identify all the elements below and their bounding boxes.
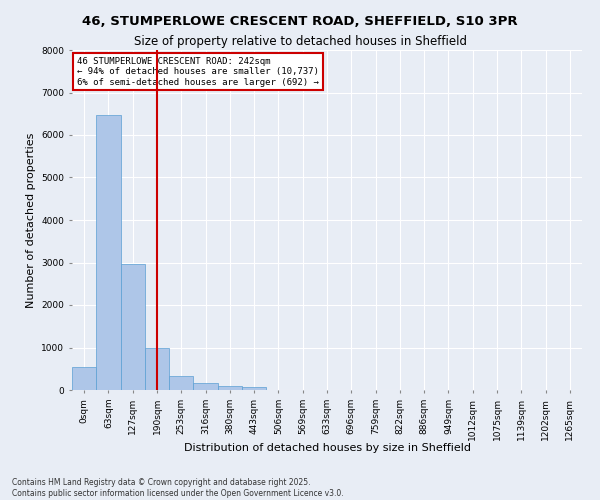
X-axis label: Distribution of detached houses by size in Sheffield: Distribution of detached houses by size … (184, 442, 470, 452)
Bar (193, 383, 218, 390)
Text: 46 STUMPERLOWE CRESCENT ROAD: 242sqm
← 94% of detached houses are smaller (10,73: 46 STUMPERLOWE CRESCENT ROAD: 242sqm ← 9… (77, 57, 319, 86)
Bar (145, 348, 169, 390)
Text: Contains HM Land Registry data © Crown copyright and database right 2025.
Contai: Contains HM Land Registry data © Crown c… (12, 478, 344, 498)
Bar (218, 386, 242, 390)
Bar (242, 388, 266, 390)
Y-axis label: Number of detached properties: Number of detached properties (26, 132, 36, 308)
Text: Size of property relative to detached houses in Sheffield: Size of property relative to detached ho… (133, 35, 467, 48)
Bar (169, 376, 193, 390)
Bar (121, 264, 145, 390)
Text: 46, STUMPERLOWE CRESCENT ROAD, SHEFFIELD, S10 3PR: 46, STUMPERLOWE CRESCENT ROAD, SHEFFIELD… (82, 15, 518, 28)
Bar (72, 367, 96, 390)
Bar (96, 114, 121, 390)
